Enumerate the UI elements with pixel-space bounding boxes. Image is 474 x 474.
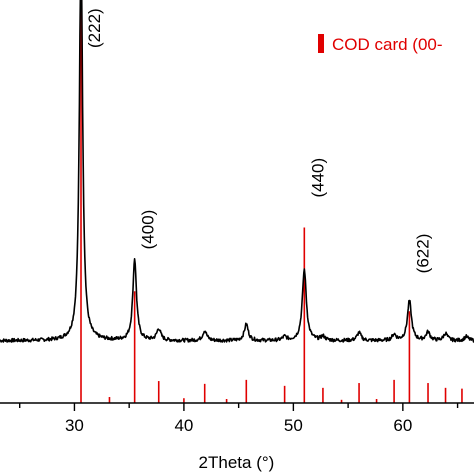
peak-label: (222) [85,8,104,48]
peak-label: (440) [308,158,327,198]
legend: COD card (00- [318,34,443,54]
legend-swatch [318,34,324,53]
reference-sticks [80,4,463,403]
x-axis [0,402,474,411]
x-axis-title: 2Theta (°) [199,453,275,472]
x-tick-label: 40 [174,416,193,435]
x-tick-label: 50 [284,416,303,435]
peak-label: (622) [413,234,432,274]
peak-labels: (222) (400) (440) (622) [85,8,432,273]
diffraction-line [0,0,474,343]
diffraction-trace [0,0,474,343]
legend-label: COD card (00- [332,35,443,54]
peak-label: (400) [139,210,158,250]
x-tick-label: 60 [393,416,412,435]
x-tick-label: 30 [65,416,84,435]
x-tick-labels: 30 40 50 60 [65,416,412,435]
